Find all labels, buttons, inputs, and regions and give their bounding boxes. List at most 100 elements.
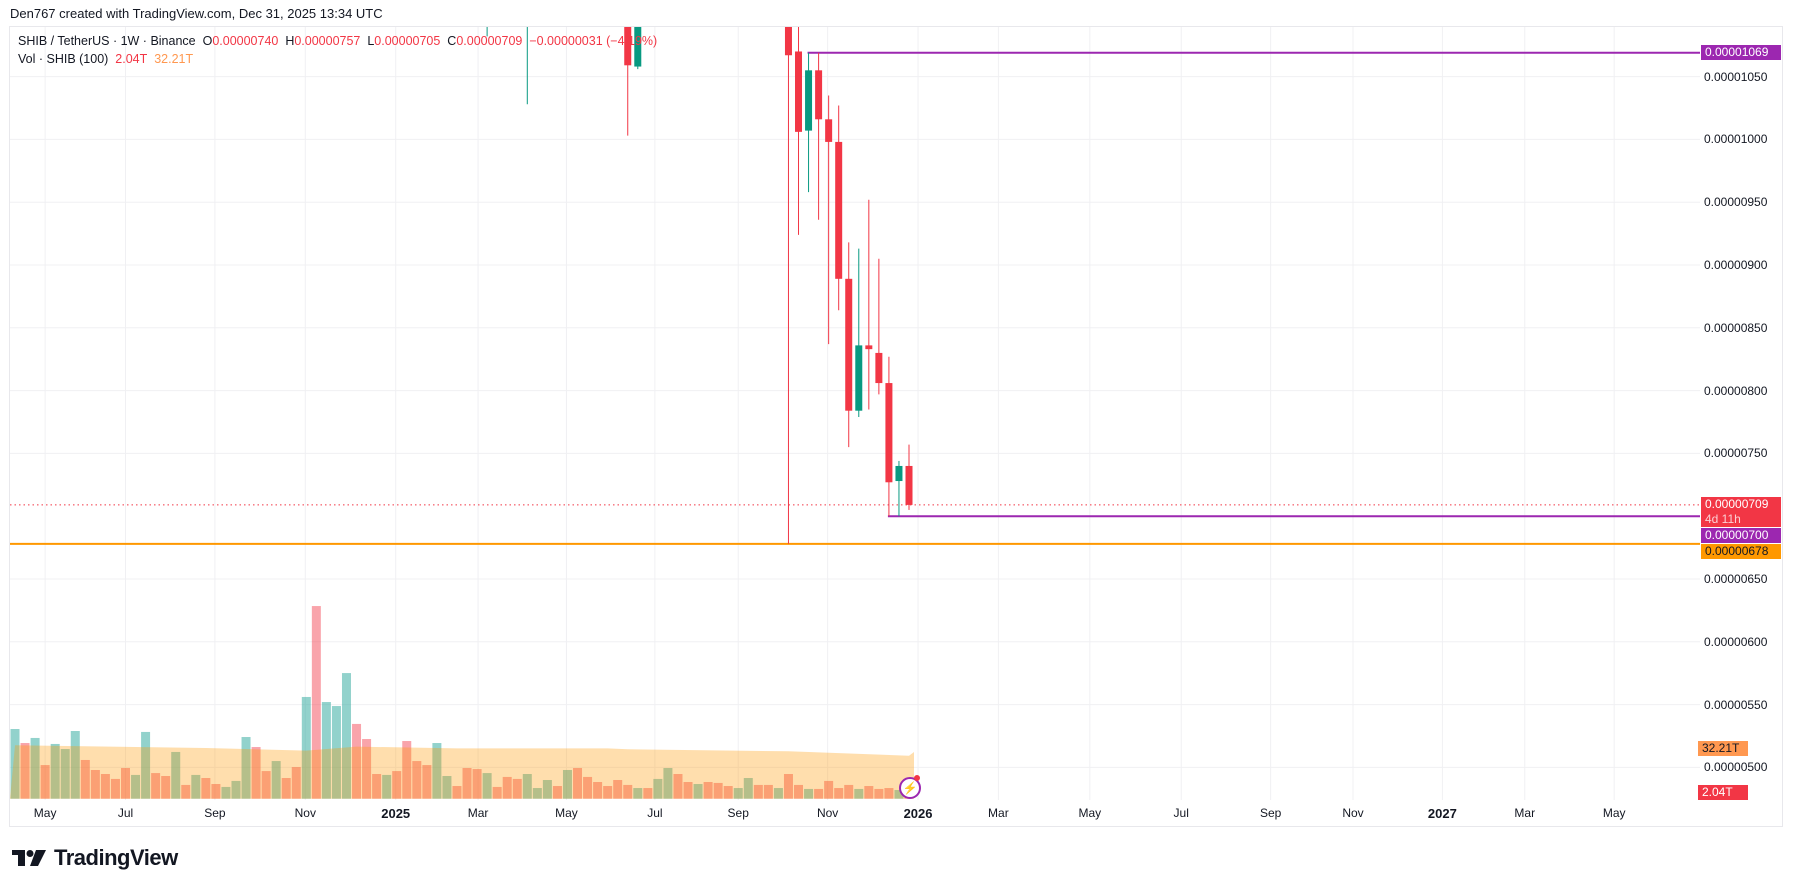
volume-bar [804,788,814,799]
tradingview-logo: TradingView [12,845,178,871]
candle-down [845,278,853,411]
volume-bar [221,786,231,799]
price-tick: 0.00000600 [1704,634,1768,649]
volume-bar [834,788,844,799]
price-tick: 0.00001000 [1704,132,1768,147]
time-tick: Sep [727,806,749,820]
candle-down [795,51,803,132]
volume-bar [743,778,753,799]
vol-label: 2.04T [1698,785,1748,800]
volume-bar [422,765,432,799]
volume-bar [191,774,201,799]
tradingview-logo-text: TradingView [54,845,178,870]
support-line-label: 0.00000700 [1701,527,1781,543]
candle-down [865,345,873,350]
volume-bar [301,696,311,799]
volume-bar [532,788,542,799]
volume-bar [151,773,161,799]
candle-down [905,465,913,505]
open-label: O [202,34,213,48]
volume-bar [60,749,70,799]
candle-down [784,27,792,56]
volume-bar [643,788,653,799]
price-tick: 0.00000550 [1704,697,1768,712]
volume-bar [864,786,874,799]
volume-bar [894,790,904,799]
volume-bar [171,751,181,799]
volume-title[interactable]: Vol · SHIB (100) [18,52,109,66]
volume-bar [321,702,331,799]
symbol-legend: SHIB / TetherUS · 1W · Binance O0.000007… [18,34,657,48]
volume-bar [311,606,321,799]
volume-bar [542,780,552,799]
time-tick: 2027 [1427,806,1457,821]
candle-down [825,119,833,142]
low-value: 0.00000705 [374,34,441,48]
time-tick: Sep [204,806,226,820]
lightning-icon[interactable]: ⚡ [899,777,921,799]
volume-bar [874,788,884,799]
time-tick: Sep [1259,806,1282,820]
volume-bar [271,761,281,799]
volume-bar [613,780,623,799]
volume-bar [352,723,362,799]
volume-bar [161,776,171,799]
notification-dot [914,775,920,781]
volume-bar [241,737,251,799]
volume-bar [110,778,120,799]
volume-bar [40,765,50,799]
volume-bar [442,776,452,799]
volume-bar [341,673,351,799]
time-tick: May [1078,806,1102,820]
candle-down [835,141,843,279]
plot-area [10,27,1700,800]
volume-ma-value: 32.21T [154,52,194,66]
time-tick: Nov [1342,806,1364,820]
volume-bar [844,784,854,799]
volume-bar [261,771,271,799]
time-tick: May [33,806,57,820]
volume-bar [141,731,151,799]
chart-credit: Den767 created with TradingView.com, Dec… [10,6,383,21]
volume-bar [251,747,261,799]
volume-bar [763,784,773,799]
volume-bar [703,782,713,799]
volume-bar [583,776,593,799]
volume-bar [402,741,412,799]
volume-bar [362,739,372,799]
volume-bar [854,788,864,799]
price-tick: 0.00001050 [1704,69,1768,84]
resistance-line-label: 0.00001069 [1701,44,1781,60]
volume-bar [90,769,100,799]
time-tick: Mar [1514,806,1536,820]
volume-bar [412,761,422,799]
volume-bar [231,780,241,799]
volume-bar [653,778,663,799]
time-tick: 2025 [381,806,411,821]
volume-bar [80,759,90,799]
volume-bar [30,737,40,799]
open-value: 0.00000740 [212,34,279,48]
volume-bar [773,788,783,799]
candle-down [815,70,823,120]
vol-ma-label: 32.21T [1698,741,1748,756]
volume-bar [452,786,462,799]
candle-up [634,27,642,67]
volume-bar [573,767,583,799]
price-tick: 0.00000850 [1704,320,1768,335]
low-label: L [367,34,375,48]
time-tick: 2026 [903,806,933,821]
symbol-title[interactable]: SHIB / TetherUS · 1W · Binance [18,34,196,48]
candle-up [895,465,903,482]
candle-up [855,345,863,411]
high-label: H [285,34,295,48]
volume-bar [181,784,191,799]
price-tick: 0.00000650 [1704,572,1768,586]
change-value: −0.00000031 (−4.19%) [529,34,658,48]
volume-bar [20,743,30,799]
volume-ma-area [10,745,915,799]
price-tick: 0.00000750 [1704,446,1768,461]
volume-bar [392,771,402,799]
volume-bar [432,743,442,799]
